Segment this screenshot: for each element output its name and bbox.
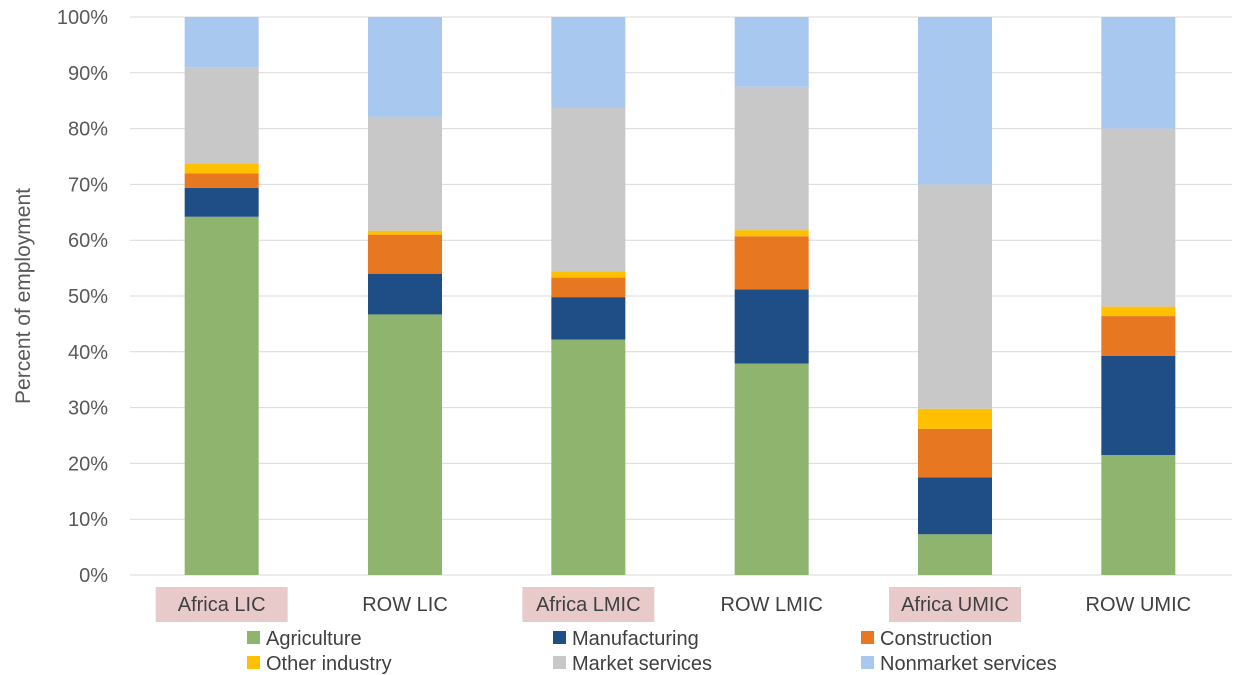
bar-segment-other-industry — [1101, 306, 1176, 317]
y-tick-label: 70% — [68, 174, 108, 196]
bar-segment-market-services — [368, 116, 442, 231]
y-tick-label: 90% — [68, 63, 108, 85]
bar-segment-market-services — [1101, 128, 1176, 307]
category-highlight — [155, 587, 288, 622]
legend-item-market-services: Market services — [553, 653, 712, 675]
bar-segment-construction — [918, 428, 992, 478]
category-highlight — [522, 587, 655, 622]
bar-segment-agriculture — [1101, 455, 1176, 575]
bar-segment-construction — [1101, 316, 1176, 356]
bar-segment-other-industry — [734, 230, 809, 237]
bar-segment-nonmarket-services — [918, 17, 992, 185]
bar-segment-nonmarket-services — [368, 17, 442, 117]
bar-segment-other-industry — [918, 408, 992, 429]
bar-segment-agriculture — [184, 216, 259, 575]
legend-swatch — [553, 631, 566, 644]
legend-label: Other industry — [266, 653, 392, 675]
legend-swatch — [247, 656, 260, 669]
bar-segment-manufacturing — [551, 297, 626, 340]
y-tick-label: 0% — [79, 565, 108, 587]
bar-segment-construction — [184, 173, 259, 188]
bar-segment-other-industry — [368, 230, 442, 235]
legend-label: Nonmarket services — [880, 653, 1057, 675]
y-tick-label: 100% — [57, 7, 108, 29]
y-tick-label: 60% — [68, 230, 108, 252]
y-tick-label: 50% — [68, 286, 108, 308]
y-axis-ticks: 0% 10% 20% 30% 40% 50% 60% 70% 80% 90% 100% — [57, 7, 108, 587]
bar-segment-other-industry — [184, 163, 259, 174]
bar-segment-manufacturing — [734, 289, 809, 364]
bar-stack-row-lmic — [734, 17, 809, 575]
y-tick-label: 30% — [68, 398, 108, 420]
bar-segment-nonmarket-services — [1101, 17, 1176, 129]
legend-item-manufacturing: Manufacturing — [553, 628, 699, 650]
category-label: ROW LMIC — [721, 594, 823, 616]
legend-swatch — [247, 631, 260, 644]
legend-swatch — [861, 631, 874, 644]
legend-item-other-industry: Other industry — [247, 653, 392, 675]
y-axis-label: Percent of employment — [12, 188, 35, 404]
bar-segment-manufacturing — [918, 477, 992, 535]
bar-segment-manufacturing — [368, 273, 442, 315]
legend-label: Agriculture — [266, 628, 362, 650]
bar-segment-manufacturing — [184, 187, 259, 217]
category-label: Africa UMIC — [901, 594, 1009, 616]
bar-segment-market-services — [918, 184, 992, 409]
bar-stack-africa-umic — [918, 17, 992, 575]
y-tick-label: 20% — [68, 453, 108, 475]
bar-stack-africa-lmic — [551, 17, 626, 575]
bar-segment-construction — [368, 234, 442, 274]
legend-item-construction: Construction — [861, 628, 992, 650]
legend-swatch — [553, 656, 566, 669]
bar-segment-market-services — [734, 86, 809, 231]
bar-stack-row-umic — [1101, 17, 1176, 575]
bar-stack-row-lic — [368, 17, 442, 575]
y-tick-label: 80% — [68, 119, 108, 141]
category-label: Africa LIC — [178, 594, 266, 616]
bar-stack-africa-lic — [184, 17, 259, 575]
gridlines — [130, 16, 1232, 576]
bar-segment-other-industry — [551, 271, 626, 278]
legend: Agriculture Manufacturing Construction Othe… — [247, 628, 1057, 675]
y-tick-label: 10% — [68, 509, 108, 531]
y-tick-label: 40% — [68, 342, 108, 364]
legend-swatch — [861, 656, 874, 669]
bars — [184, 17, 1176, 575]
bar-segment-market-services — [184, 67, 259, 164]
category-highlight — [889, 587, 1021, 622]
bar-segment-manufacturing — [1101, 355, 1176, 456]
bar-segment-nonmarket-services — [551, 17, 626, 108]
legend-item-nonmarket-services: Nonmarket services — [861, 653, 1057, 675]
category-label: ROW LIC — [362, 594, 448, 616]
bar-segment-agriculture — [734, 363, 809, 575]
legend-label: Market services — [572, 653, 712, 675]
bar-segment-construction — [734, 236, 809, 290]
legend-label: Manufacturing — [572, 628, 699, 650]
legend-item-agriculture: Agriculture — [247, 628, 362, 650]
bar-segment-agriculture — [918, 534, 992, 575]
legend-label: Construction — [880, 628, 992, 650]
bar-segment-agriculture — [551, 339, 626, 575]
category-label: Africa LMIC — [536, 594, 640, 616]
category-label: ROW UMIC — [1086, 594, 1192, 616]
bar-segment-agriculture — [368, 314, 442, 575]
bar-segment-construction — [551, 277, 626, 298]
bar-segment-nonmarket-services — [184, 17, 259, 68]
bar-segment-nonmarket-services — [734, 17, 809, 87]
category-labels: Africa LIC ROW LIC Africa LMIC ROW LMIC Afri… — [155, 587, 1192, 622]
bar-segment-market-services — [551, 107, 626, 272]
